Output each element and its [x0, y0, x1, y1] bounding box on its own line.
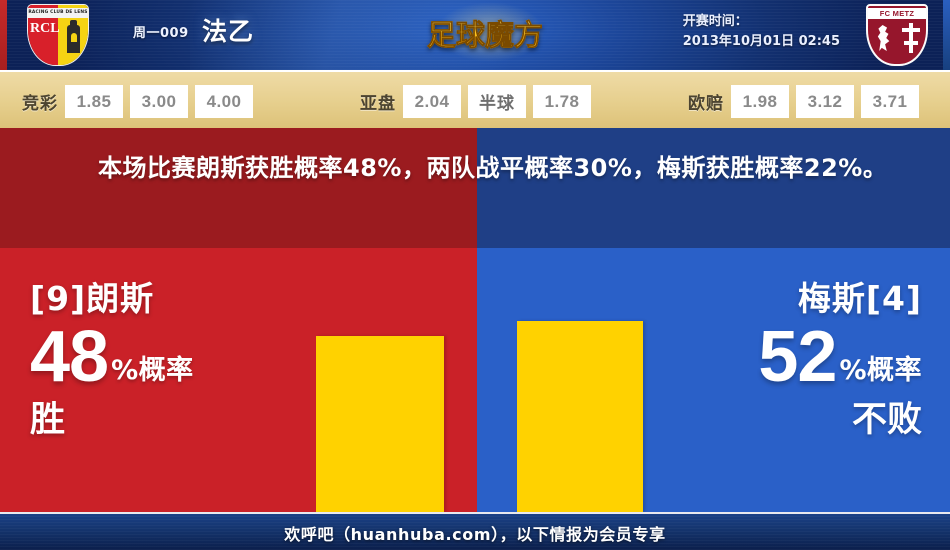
lens-crest-icon: RACING CLUB DE LENS RCL	[27, 4, 89, 66]
home-probability-value: 48	[30, 317, 109, 397]
away-probability-row: 52 %概率	[758, 320, 922, 394]
probability-panels: [9]朗斯 48 %概率 胜 梅斯[4] 52 %概率 不败	[0, 248, 950, 512]
summary-home-background	[0, 128, 477, 248]
odds-group-asian-handicap: 亚盘 2.04 半球 1.78	[360, 85, 591, 118]
odds-group-title: 亚盘	[360, 94, 396, 114]
odds-cell[interactable]: 1.98	[731, 85, 789, 118]
odds-cell-handicap[interactable]: 半球	[468, 85, 526, 118]
round-label: 周一009	[133, 26, 189, 41]
home-probability-row: 48 %概率	[30, 320, 194, 394]
lens-crest-initials: RCL	[30, 21, 60, 36]
lorraine-cross-icon	[902, 23, 920, 53]
odds-cell[interactable]: 3.12	[796, 85, 854, 118]
brand-logo[interactable]: 足球魔方	[400, 2, 570, 62]
header-right-accent	[943, 0, 950, 70]
header-left-accent	[0, 0, 7, 70]
home-team-block: [9]朗斯 48 %概率 胜	[30, 280, 194, 442]
kickoff-label: 开赛时间：	[682, 14, 748, 29]
odds-cell[interactable]: 3.00	[130, 85, 188, 118]
odds-group-title: 竞彩	[22, 94, 58, 114]
brand-logo-text: 足球魔方	[400, 12, 570, 54]
away-team-crest[interactable]: FC METZ	[866, 4, 928, 66]
home-team-crest[interactable]: RACING CLUB DE LENS RCL	[27, 4, 89, 66]
away-probability-value: 52	[758, 317, 837, 397]
away-probability-bar	[517, 321, 643, 512]
brand-glow	[435, 2, 545, 62]
odds-cell[interactable]: 2.04	[403, 85, 461, 118]
summary-strip: 本场比赛朗斯获胜概率48%，两队战平概率30%，梅斯获胜概率22%。	[0, 128, 950, 248]
odds-group-jingcai: 竞彩 1.85 3.00 4.00	[22, 85, 253, 118]
odds-cell[interactable]: 3.71	[861, 85, 919, 118]
odds-cell[interactable]: 4.00	[195, 85, 253, 118]
footer-bar: 欢呼吧（huanhuba.com），以下情报为会员专享	[0, 512, 950, 550]
lens-tower-icon	[67, 20, 80, 53]
odds-group-title: 欧赔	[688, 94, 724, 114]
away-team-name: 梅斯[4]	[797, 279, 922, 318]
odds-cell[interactable]: 1.85	[65, 85, 123, 118]
kickoff-time: 2013年10月01日 02:45	[682, 34, 840, 49]
odds-cell[interactable]: 1.78	[533, 85, 591, 118]
away-outcome-label: 不败	[851, 400, 922, 440]
metz-crest-icon: FC METZ	[866, 4, 928, 66]
metz-dragon-icon	[877, 25, 890, 51]
lens-crest-banner: RACING CLUB DE LENS	[28, 8, 88, 18]
summary-away-background	[477, 128, 950, 248]
away-team-block: 梅斯[4] 52 %概率 不败	[758, 280, 922, 442]
odds-bar: 竞彩 1.85 3.00 4.00 亚盘 2.04 半球 1.78 欧赔 1.9…	[0, 70, 950, 128]
home-team-name: [9]朗斯	[30, 279, 155, 318]
summary-text: 本场比赛朗斯获胜概率48%，两队战平概率30%，梅斯获胜概率22%。	[98, 154, 888, 182]
home-probability-bar	[316, 336, 444, 512]
footer-text: 欢呼吧（huanhuba.com），以下情报为会员专享	[284, 525, 666, 544]
league-name: 法乙	[202, 17, 255, 46]
metz-crest-title: FC METZ	[868, 8, 926, 19]
home-outcome-label: 胜	[30, 400, 66, 440]
home-probability-unit: %概率	[111, 355, 194, 386]
kickoff-info: 开赛时间： 2013年10月01日 02:45	[683, 12, 840, 52]
odds-group-european: 欧赔 1.98 3.12 3.71	[688, 85, 919, 118]
match-header: RACING CLUB DE LENS RCL 周一009 法乙 足球魔方 开赛…	[0, 0, 950, 70]
away-probability-unit: %概率	[839, 355, 922, 386]
